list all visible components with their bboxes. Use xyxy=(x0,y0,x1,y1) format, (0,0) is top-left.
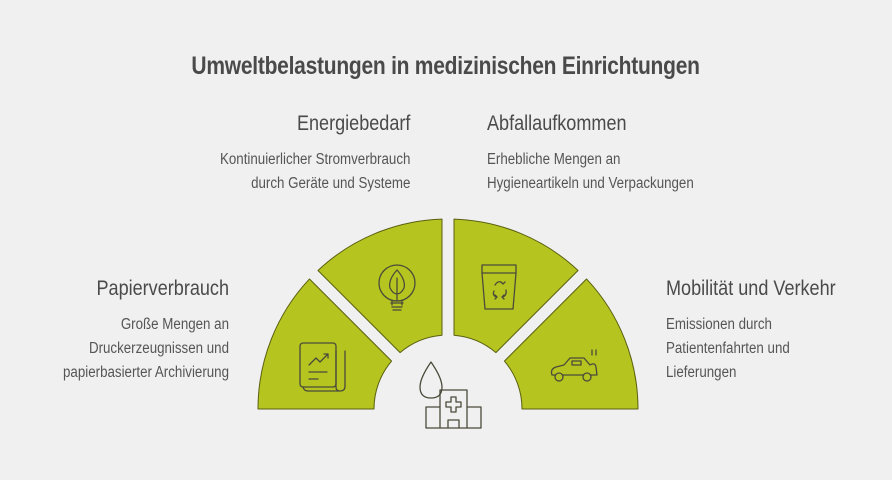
item-papierverbrauch: Papierverbrauch Große Mengen an Druckerz… xyxy=(36,277,229,385)
car-emissions-icon xyxy=(550,349,598,382)
item-abfallaufkommen: Abfallaufkommen Erhebliche Mengen an Hyg… xyxy=(487,112,727,196)
desc-line: Erhebliche Mengen an xyxy=(487,151,621,168)
desc-line: Patientenfahrten und xyxy=(666,340,790,357)
page-title: Umweltbelastungen in medizinischen Einri… xyxy=(0,52,892,81)
desc-line: Hygieneartikeln und Verpackungen xyxy=(487,175,694,192)
water-drop-icon xyxy=(419,361,443,399)
segment-mobilitaet xyxy=(503,278,639,410)
desc-line: Emissionen durch xyxy=(666,316,772,333)
report-chart-icon xyxy=(299,342,346,392)
heading: Energiebedarf xyxy=(296,112,410,135)
title-text: Umweltbelastungen in medizinischen Einri… xyxy=(191,52,701,80)
heading: Papierverbrauch xyxy=(96,277,229,300)
heading: Mobilität und Verkehr xyxy=(666,277,836,300)
item-energiebedarf: Energiebedarf Kontinuierlicher Stromverb… xyxy=(189,112,410,196)
desc-line: Kontinuierlicher Stromverbrauch xyxy=(219,151,410,168)
segment-energiebedarf xyxy=(317,218,443,354)
desc-line: durch Geräte und Systeme xyxy=(250,175,410,192)
eco-lightbulb-icon xyxy=(378,264,416,311)
recycle-bin-icon xyxy=(481,264,517,310)
segment-papierverbrauch xyxy=(257,278,393,410)
desc-line: Große Mengen an xyxy=(120,316,229,333)
item-mobilitaet: Mobilität und Verkehr Emissionen durch P… xyxy=(666,277,863,385)
segment-abfallaufkommen xyxy=(453,218,579,354)
hospital-icon xyxy=(425,389,482,429)
desc-line: papierbasierter Archivierung xyxy=(63,364,229,381)
desc-line: Druckerzeugnissen und xyxy=(88,340,229,357)
desc-line: Lieferungen xyxy=(666,364,737,381)
heading: Abfallaufkommen xyxy=(487,112,627,135)
